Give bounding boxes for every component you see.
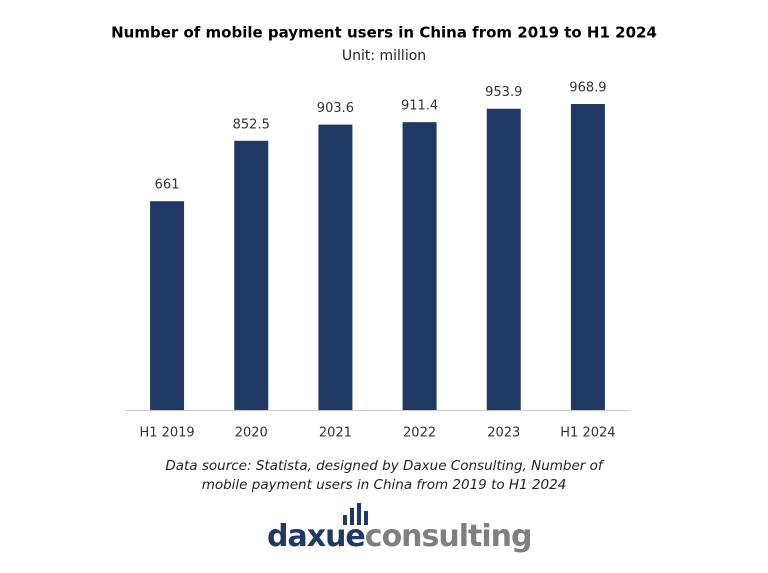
x-tick-label: 2022 — [403, 426, 436, 441]
value-label: 852.5 — [233, 117, 270, 132]
x-tick-label: 2020 — [235, 426, 268, 441]
source-line: mobile payment users in China from 2019 … — [202, 477, 567, 493]
chart-title: Number of mobile payment users in China … — [111, 24, 657, 42]
source-line: Data source: Statista, designed by Daxue… — [165, 458, 605, 474]
logo-part: daxue — [267, 519, 365, 554]
value-label: 661 — [155, 178, 180, 193]
value-label: 953.9 — [485, 85, 522, 100]
bar — [486, 108, 521, 410]
bar — [402, 122, 437, 411]
x-tick-label: H1 2024 — [560, 426, 615, 441]
chart-subtitle: Unit: million — [342, 48, 426, 64]
bar — [234, 140, 269, 410]
bar — [150, 201, 185, 410]
bar — [570, 104, 605, 410]
x-tick-label: 2023 — [487, 426, 520, 441]
x-tick-label: 2021 — [319, 426, 352, 441]
value-label: 968.9 — [569, 81, 606, 96]
bar — [318, 124, 353, 411]
logo: daxueconsulting — [267, 519, 532, 554]
logo-icon — [343, 503, 368, 525]
value-label: 903.6 — [317, 101, 354, 116]
value-label: 911.4 — [401, 99, 438, 114]
x-tick-label: H1 2019 — [139, 426, 194, 441]
logo-part: consulting — [365, 519, 532, 554]
